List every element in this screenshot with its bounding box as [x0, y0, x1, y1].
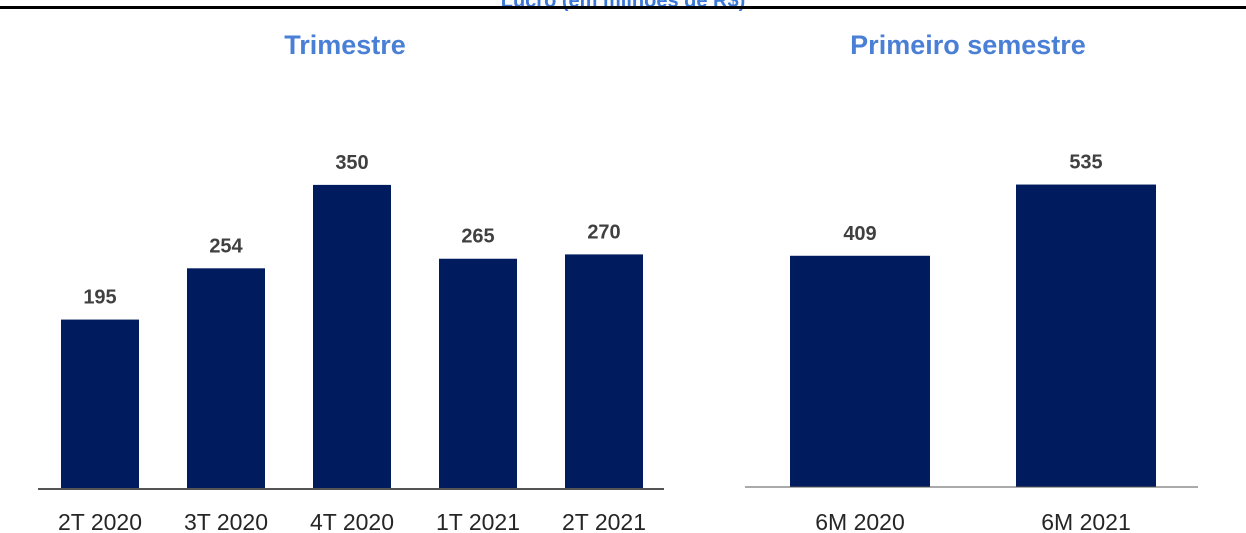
bar [439, 258, 517, 489]
data-label: 195 [83, 287, 116, 309]
bar [790, 255, 930, 487]
bar [187, 268, 265, 489]
data-label: 270 [587, 221, 620, 243]
bar [565, 254, 643, 489]
x-tick-label: 4T 2020 [310, 509, 394, 533]
data-label: 265 [461, 226, 494, 248]
x-tick-label: 6M 2020 [815, 509, 905, 533]
chart-title: Primeiro semestre [850, 30, 1086, 60]
x-tick-label: 6M 2021 [1041, 509, 1131, 533]
x-tick-label: 2T 2021 [562, 509, 646, 533]
x-tick-label: 1T 2021 [436, 509, 520, 533]
data-label: 535 [1069, 152, 1102, 174]
data-label: 409 [843, 223, 876, 245]
bar [313, 184, 391, 489]
data-label: 254 [209, 235, 243, 257]
data-label: 350 [335, 152, 368, 174]
bar [61, 319, 139, 489]
x-tick-label: 2T 2020 [58, 509, 142, 533]
header-divider [0, 6, 1246, 9]
bar [1016, 184, 1156, 487]
chart-title: Trimestre [284, 30, 406, 60]
x-tick-label: 3T 2020 [184, 509, 268, 533]
